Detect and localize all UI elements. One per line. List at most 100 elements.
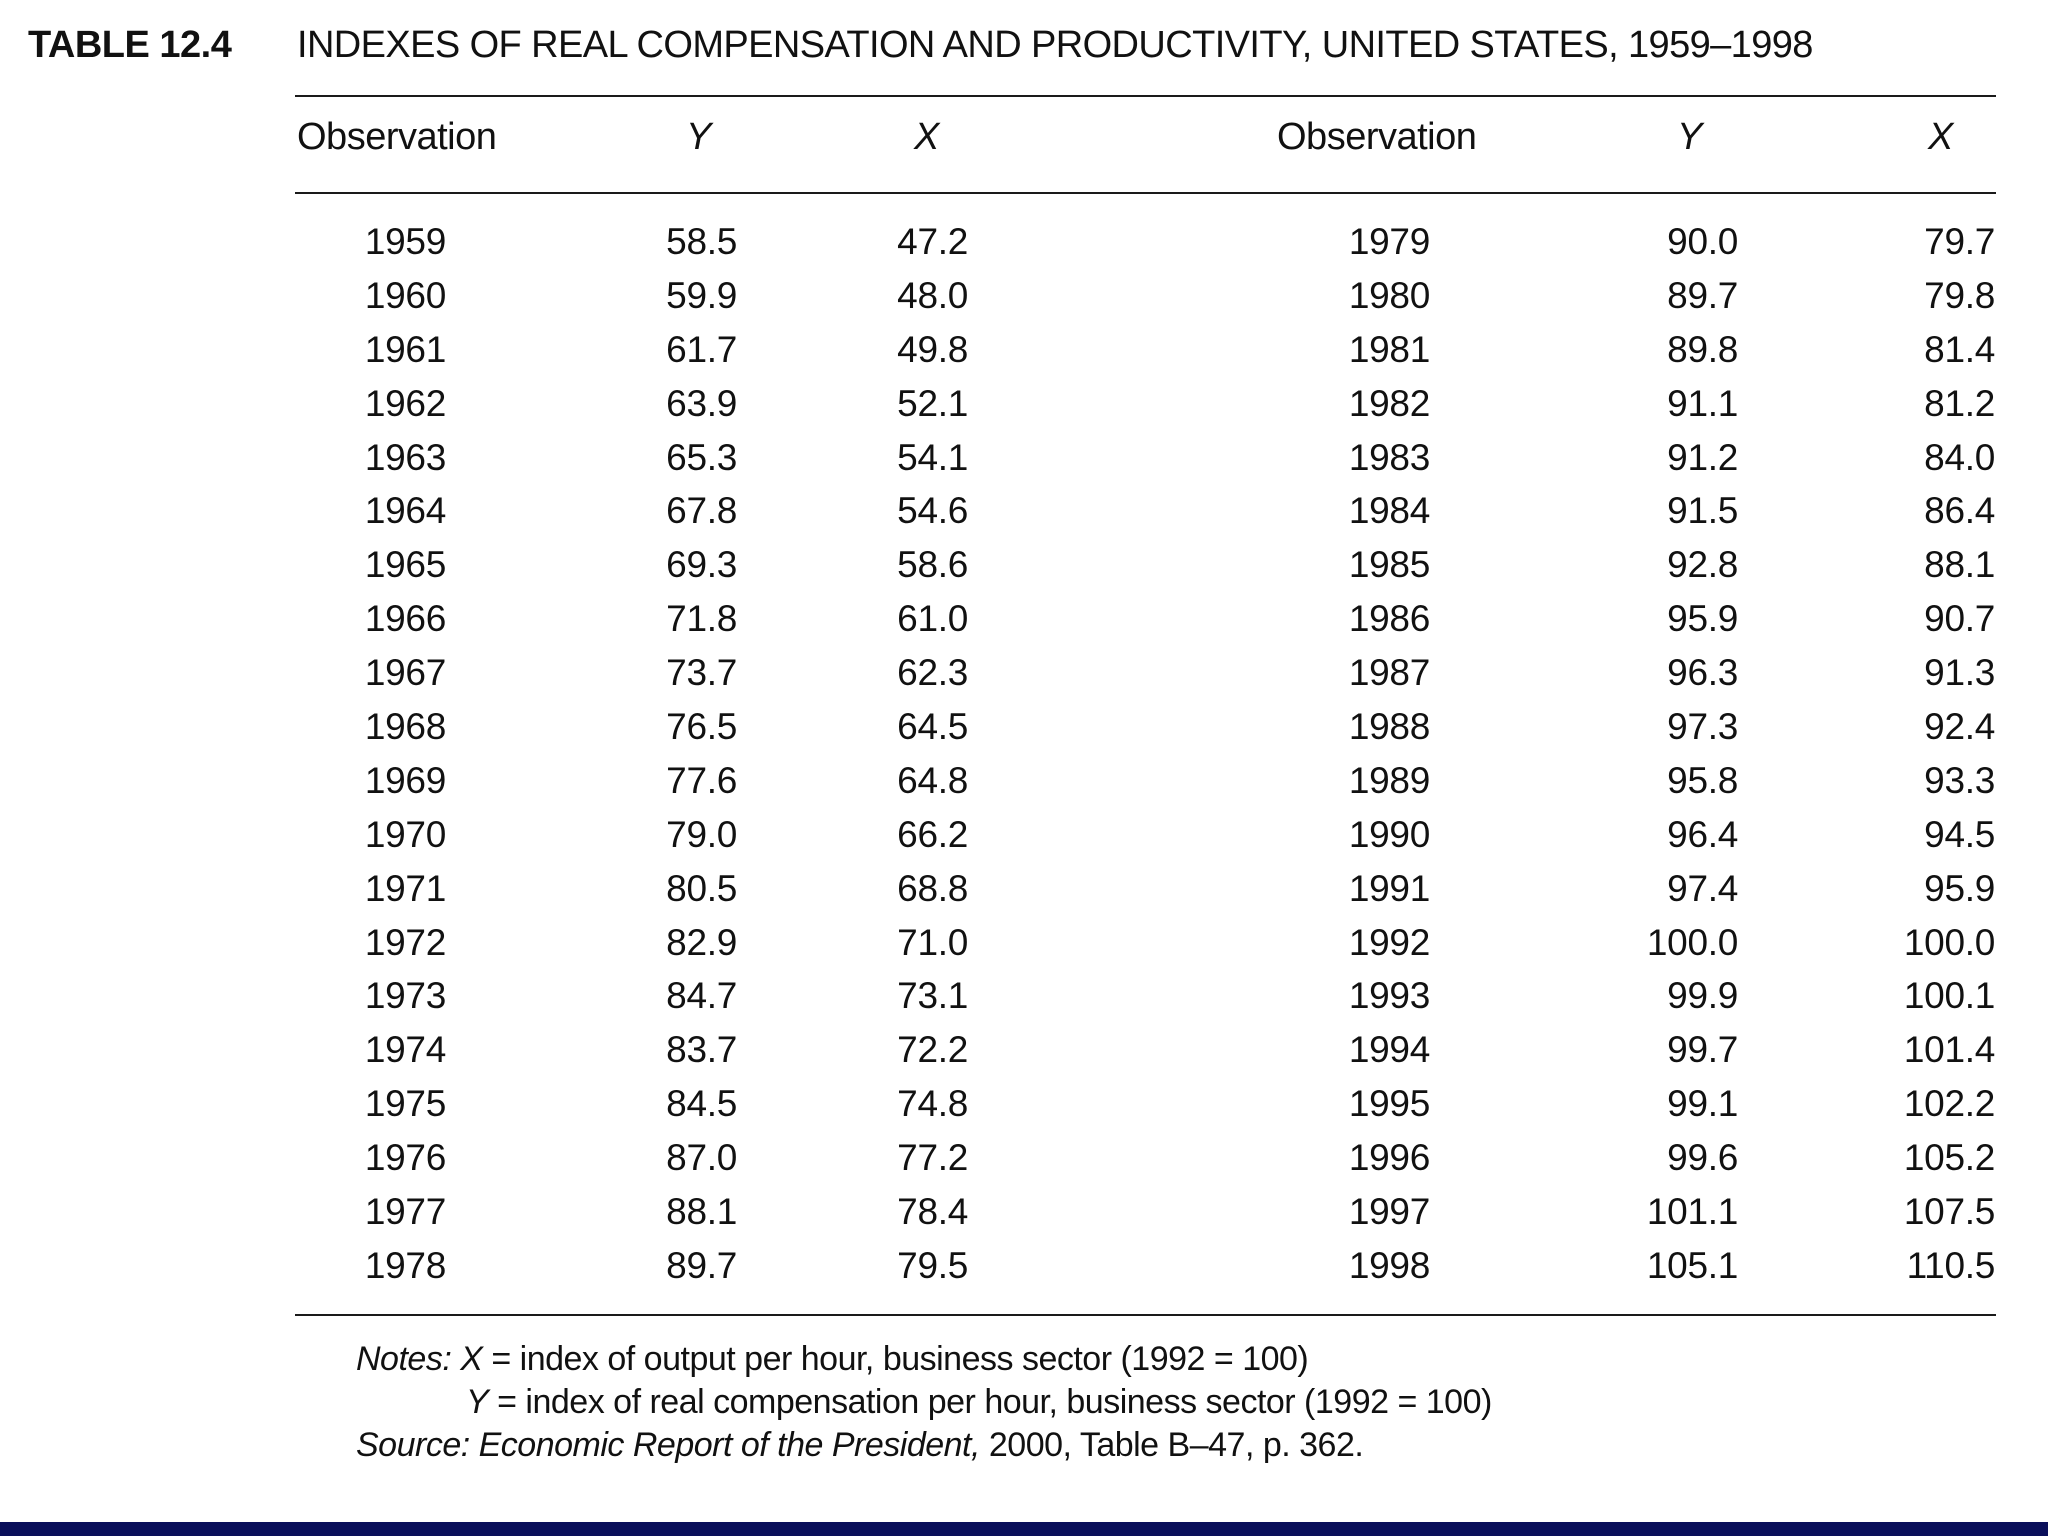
cell-x-left: 72.2 — [897, 1029, 968, 1071]
cell-x-left: 68.8 — [897, 867, 968, 909]
cell-x-right: 81.2 — [1924, 382, 1995, 424]
cell-x-right: 95.9 — [1924, 867, 1995, 909]
cell-x-left: 74.8 — [897, 1083, 968, 1125]
cell-x-left: 54.6 — [897, 490, 968, 532]
cell-x-left: 66.2 — [897, 813, 968, 855]
cell-y-right: 100.0 — [1646, 921, 1738, 963]
cell-y-left: 88.1 — [666, 1191, 737, 1233]
cell-observation-left: 1962 — [364, 382, 446, 424]
table-title: INDEXES OF REAL COMPENSATION AND PRODUCT… — [297, 24, 1813, 66]
header-y-left: Y — [686, 116, 711, 158]
table-row: 1962 63.9 52.1 1982 91.1 81.2 — [0, 383, 2048, 437]
cell-y-left: 82.9 — [666, 921, 737, 963]
cell-y-left: 69.3 — [666, 544, 737, 586]
top-rule — [295, 95, 1996, 97]
cell-y-right: 91.1 — [1667, 382, 1738, 424]
cell-y-right: 92.8 — [1667, 544, 1738, 586]
cell-observation-left: 1974 — [364, 1029, 446, 1071]
header-observation-left: Observation — [297, 116, 497, 158]
cell-x-left: 64.8 — [897, 759, 968, 801]
cell-observation-left: 1966 — [364, 598, 446, 640]
cell-observation-left: 1976 — [364, 1137, 446, 1179]
cell-x-left: 71.0 — [897, 921, 968, 963]
cell-x-left: 48.0 — [897, 274, 968, 316]
cell-y-right: 97.4 — [1667, 867, 1738, 909]
cell-observation-right: 1992 — [1348, 921, 1430, 963]
cell-y-left: 59.9 — [666, 274, 737, 316]
cell-y-right: 89.8 — [1667, 328, 1738, 370]
table-row: 1964 67.8 54.6 1984 91.5 86.4 — [0, 490, 2048, 544]
cell-x-right: 88.1 — [1924, 544, 1995, 586]
cell-x-right: 105.2 — [1903, 1137, 1995, 1179]
cell-y-right: 96.4 — [1667, 813, 1738, 855]
cell-y-left: 71.8 — [666, 598, 737, 640]
cell-x-left: 77.2 — [897, 1137, 968, 1179]
cell-x-right: 107.5 — [1903, 1191, 1995, 1233]
cell-observation-left: 1969 — [364, 759, 446, 801]
table-header-row: Observation Y X Observation Y X — [0, 116, 2048, 166]
cell-observation-left: 1964 — [364, 490, 446, 532]
cell-y-left: 87.0 — [666, 1137, 737, 1179]
bottom-bar — [0, 1522, 2048, 1536]
cell-x-right: 79.8 — [1924, 274, 1995, 316]
cell-observation-left: 1959 — [364, 221, 446, 262]
table-row: 1966 71.8 61.0 1986 95.9 90.7 — [0, 598, 2048, 652]
cell-y-left: 65.3 — [666, 436, 737, 478]
cell-observation-right: 1991 — [1348, 867, 1430, 909]
cell-x-left: 73.1 — [897, 975, 968, 1017]
table-notes: Notes: X = index of output per hour, bus… — [356, 1338, 1492, 1467]
cell-y-right: 99.6 — [1667, 1137, 1738, 1179]
cell-observation-left: 1977 — [364, 1191, 446, 1233]
cell-y-right: 95.9 — [1667, 598, 1738, 640]
cell-observation-right: 1990 — [1348, 813, 1430, 855]
cell-y-left: 79.0 — [666, 813, 737, 855]
source-label: Source: — [356, 1426, 479, 1464]
cell-y-left: 83.7 — [666, 1029, 737, 1071]
table-row: 1978 89.7 79.5 1998 105.1 110.5 — [0, 1245, 2048, 1299]
cell-y-right: 89.7 — [1667, 274, 1738, 316]
table-row: 1976 87.0 77.2 1996 99.6 105.2 — [0, 1137, 2048, 1191]
cell-x-right: 79.7 — [1924, 221, 1995, 262]
cell-x-left: 79.5 — [897, 1244, 968, 1286]
table-row: 1969 77.6 64.8 1989 95.8 93.3 — [0, 760, 2048, 814]
cell-observation-right: 1980 — [1348, 274, 1430, 316]
note-y-definition: Y = index of real compensation per hour,… — [356, 1381, 1492, 1424]
table-body: 1959 58.5 47.2 1979 90.0 79.7 1960 59.9 48.0 1980… — [0, 221, 2048, 1299]
cell-x-left: 62.3 — [897, 652, 968, 694]
cell-y-left: 80.5 — [666, 867, 737, 909]
cell-y-right: 99.1 — [1667, 1083, 1738, 1125]
cell-observation-right: 1979 — [1348, 221, 1430, 262]
note-x-var: X — [460, 1340, 483, 1378]
cell-x-left: 54.1 — [897, 436, 968, 478]
cell-observation-left: 1961 — [364, 328, 446, 370]
cell-x-left: 78.4 — [897, 1191, 968, 1233]
cell-observation-right: 1981 — [1348, 328, 1430, 370]
cell-y-right: 91.5 — [1667, 490, 1738, 532]
cell-y-left: 63.9 — [666, 382, 737, 424]
cell-x-right: 100.1 — [1903, 975, 1995, 1017]
cell-x-left: 47.2 — [897, 221, 968, 262]
cell-x-right: 81.4 — [1924, 328, 1995, 370]
cell-x-left: 49.8 — [897, 328, 968, 370]
table-label: TABLE 12.4 — [28, 24, 232, 66]
cell-observation-right: 1986 — [1348, 598, 1430, 640]
cell-y-left: 84.5 — [666, 1083, 737, 1125]
notes-label: Notes: — [356, 1340, 452, 1378]
table-row: 1959 58.5 47.2 1979 90.0 79.7 — [0, 221, 2048, 275]
cell-x-right: 84.0 — [1924, 436, 1995, 478]
cell-observation-left: 1978 — [364, 1244, 446, 1286]
cell-y-right: 101.1 — [1646, 1191, 1738, 1233]
cell-y-right: 90.0 — [1667, 221, 1738, 262]
source-detail: 2000, Table B–47, p. 362. — [979, 1426, 1364, 1464]
cell-y-right: 99.7 — [1667, 1029, 1738, 1071]
cell-observation-left: 1965 — [364, 544, 446, 586]
table-row: 1961 61.7 49.8 1981 89.8 81.4 — [0, 329, 2048, 383]
cell-x-right: 100.0 — [1903, 921, 1995, 963]
note-y-var: Y — [466, 1383, 489, 1421]
cell-observation-right: 1996 — [1348, 1137, 1430, 1179]
cell-y-left: 76.5 — [666, 706, 737, 748]
header-observation-right: Observation — [1277, 116, 1477, 158]
cell-y-left: 67.8 — [666, 490, 737, 532]
cell-y-left: 73.7 — [666, 652, 737, 694]
cell-y-left: 61.7 — [666, 328, 737, 370]
